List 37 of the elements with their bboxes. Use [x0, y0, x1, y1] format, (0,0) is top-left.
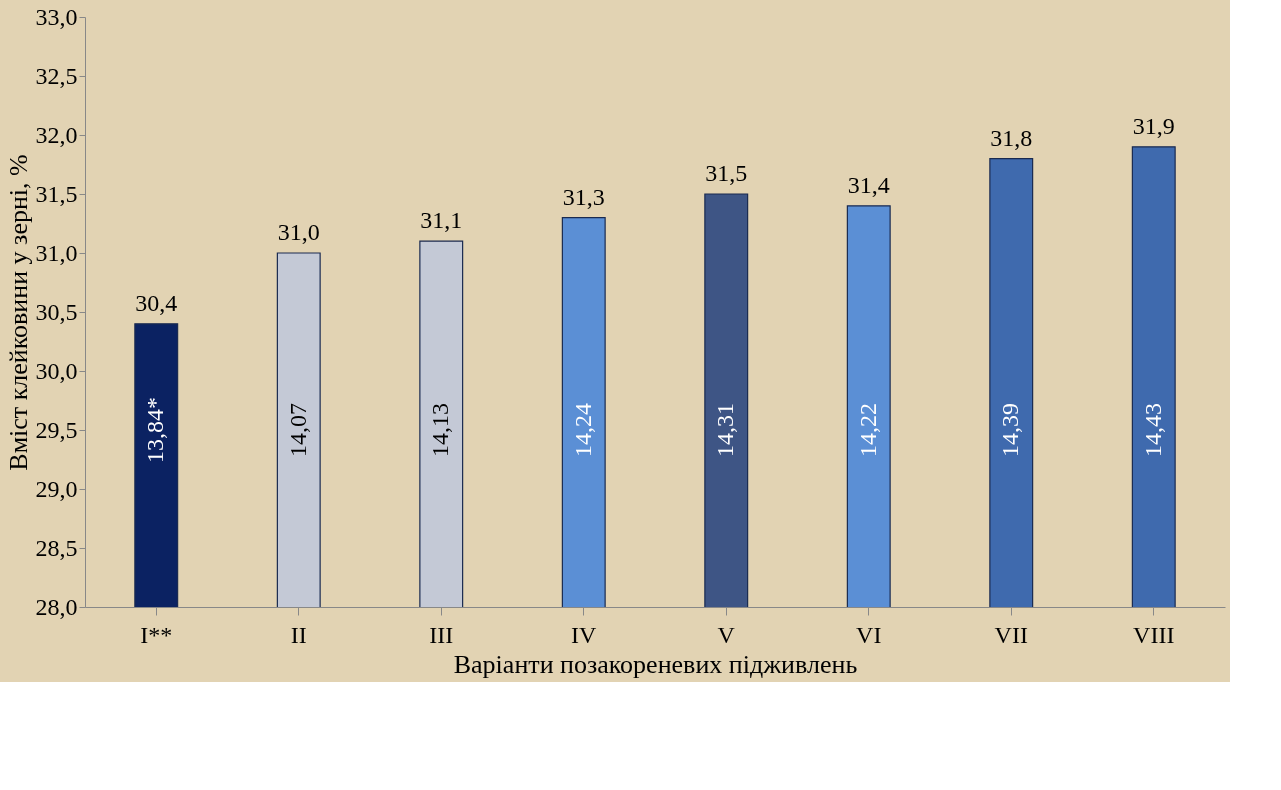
- annotation: 14,43: [1139, 403, 1166, 457]
- y-tick-label: 28,5: [35, 534, 78, 561]
- y-tick-label: 28,0: [35, 593, 78, 620]
- y-axis-title: Вміст клейковини у зерні, %: [3, 154, 33, 471]
- x-tick-label: I**: [140, 621, 173, 648]
- x-tick-label: VIII: [1133, 621, 1175, 648]
- annotation: 14,07: [284, 403, 311, 457]
- annotation: 13,84*: [142, 397, 169, 463]
- annotation: 14,13: [427, 403, 454, 457]
- y-tick-label: 30,0: [35, 357, 78, 384]
- data-label: 31,0: [277, 219, 320, 245]
- y-tick-label: 30,5: [35, 298, 78, 325]
- annotation: 14,31: [712, 403, 739, 457]
- annotation: 14,24: [569, 403, 596, 457]
- x-tick-label: II: [290, 621, 307, 648]
- data-label: 31,9: [1132, 112, 1175, 139]
- data-label: 30,4: [135, 289, 178, 316]
- data-label: 31,8: [990, 124, 1033, 151]
- annotation: 14,22: [854, 403, 881, 457]
- data-label: 31,3: [562, 183, 605, 210]
- data-label: 31,1: [420, 207, 463, 234]
- y-tick-label: 31,5: [35, 180, 78, 207]
- x-tick-label: VII: [994, 621, 1028, 648]
- data-label: 31,5: [705, 160, 748, 186]
- x-tick-label: IV: [571, 621, 598, 648]
- x-tick-label: VI: [856, 621, 882, 648]
- y-tick-label: 29,5: [35, 416, 78, 443]
- x-tick-label: V: [717, 621, 736, 648]
- y-tick-label: 29,0: [35, 475, 78, 502]
- y-tick-label: 33,0: [35, 3, 78, 30]
- y-tick-label: 31,0: [35, 239, 78, 266]
- x-tick-label: III: [429, 621, 454, 648]
- annotation: 14,39: [997, 403, 1024, 457]
- y-tick-label: 32,5: [35, 62, 78, 89]
- data-label: 31,4: [847, 171, 890, 198]
- y-tick-label: 32,0: [35, 121, 78, 148]
- x-axis-title: Варіанти позакореневих підживлень: [453, 649, 858, 679]
